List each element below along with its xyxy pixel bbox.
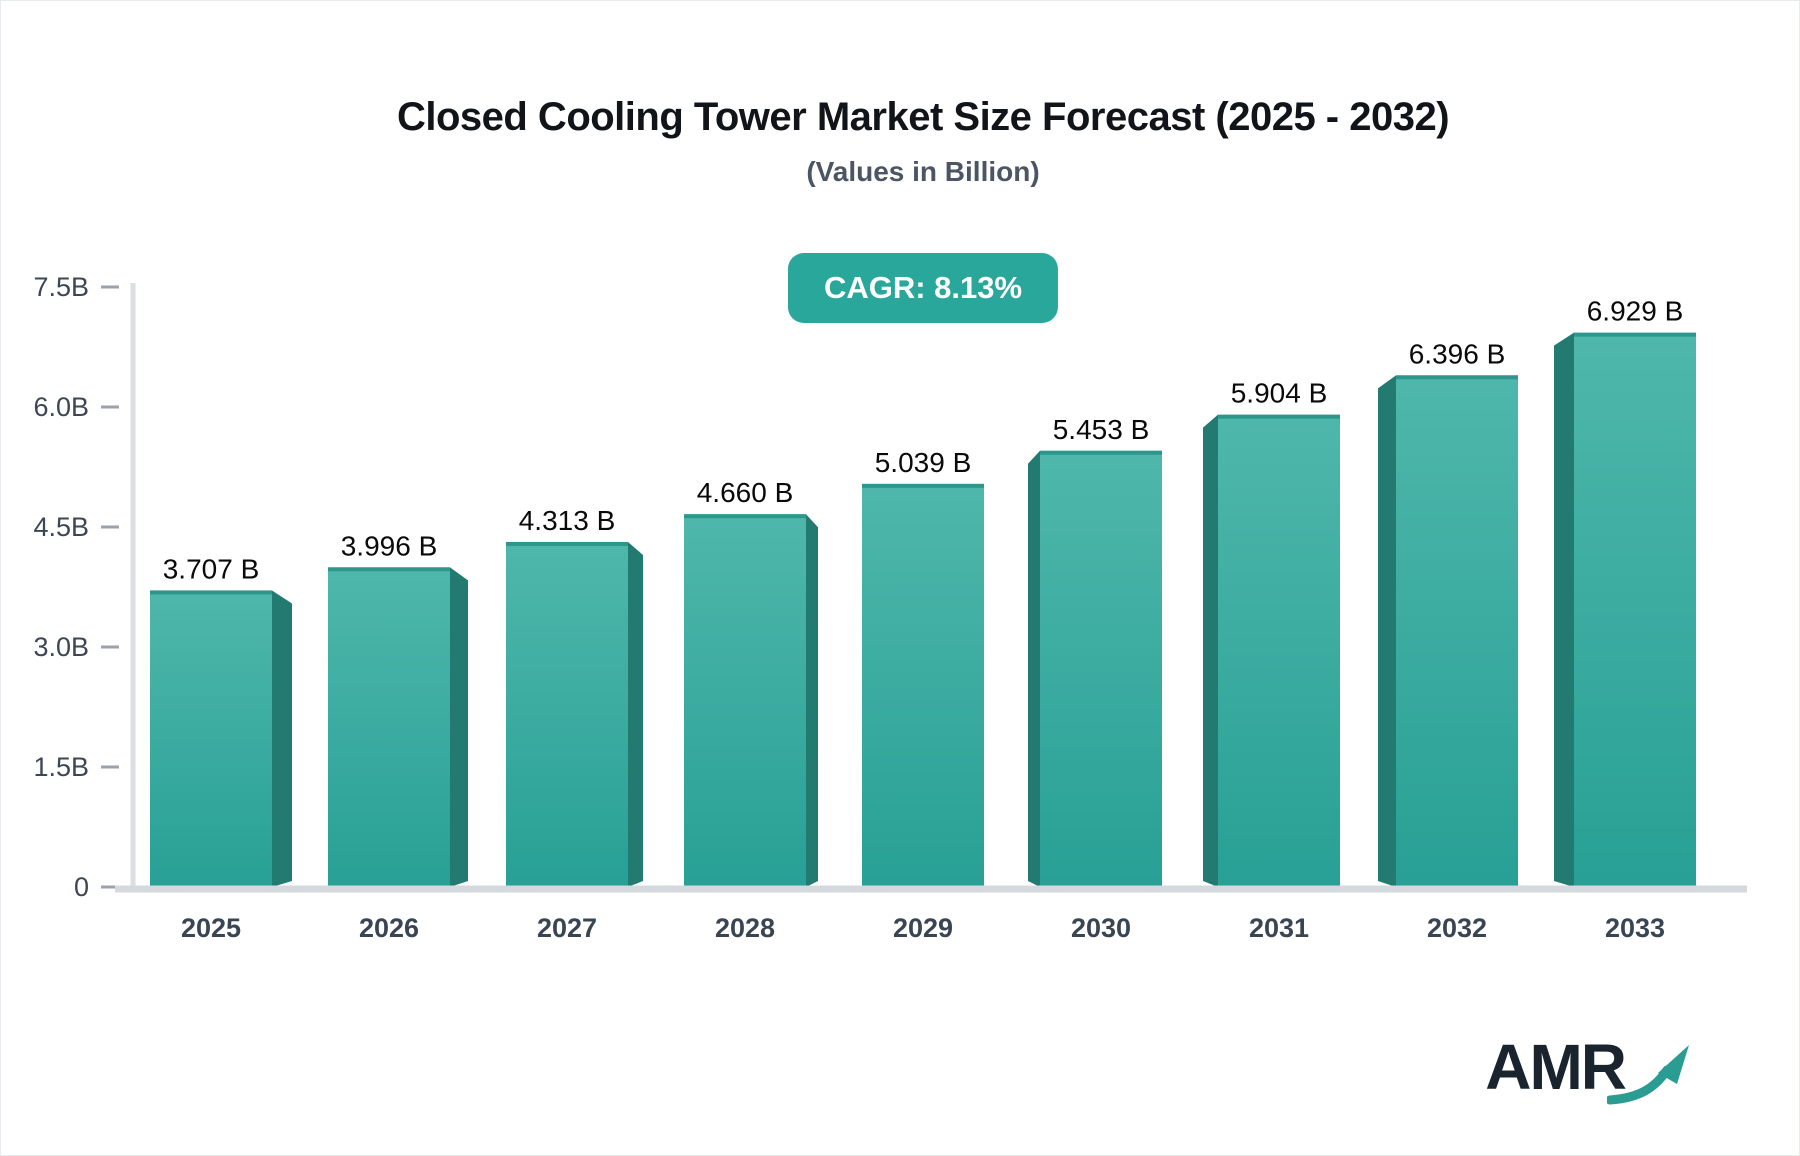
bar-top-edge xyxy=(684,514,806,519)
y-axis-tick-label: 6.0B xyxy=(33,392,89,422)
growth-arrow-icon xyxy=(1607,1045,1689,1105)
bar-2027 xyxy=(506,541,628,887)
bar-value-label: 3.996 B xyxy=(341,530,438,561)
page-title: Closed Cooling Tower Market Size Forecas… xyxy=(396,95,1450,139)
y-axis-tick-label: 1.5B xyxy=(33,752,89,782)
bar-side-face xyxy=(1554,332,1574,887)
bar-value-label: 6.929 B xyxy=(1587,296,1684,327)
bar-value-label: 5.904 B xyxy=(1231,378,1328,409)
bar-side-face xyxy=(1028,450,1040,887)
bar-top-edge xyxy=(1040,450,1162,455)
x-axis-label: 2031 xyxy=(1249,913,1309,943)
y-axis-tick-label: 4.5B xyxy=(33,512,89,542)
bar-2028 xyxy=(684,514,806,887)
y-axis-tick-label: 0 xyxy=(74,872,89,902)
bar-2033 xyxy=(1574,332,1696,887)
bar-value-label: 5.453 B xyxy=(1053,414,1150,445)
x-axis-label: 2025 xyxy=(181,913,241,943)
y-axis-tick-label: 3.0B xyxy=(33,632,89,662)
bar-top-edge xyxy=(150,590,272,595)
bar-top-edge xyxy=(506,541,628,546)
y-axis-tick-label: 7.5B xyxy=(33,272,89,302)
bar-value-label: 5.039 B xyxy=(875,447,972,478)
bar-value-label: 4.660 B xyxy=(697,477,794,508)
bar-value-label: 4.313 B xyxy=(519,505,616,536)
bar-2030 xyxy=(1040,450,1162,887)
amr-logo: AMR xyxy=(1485,1027,1703,1107)
chart-header: Closed Cooling Tower Market Size Forecas… xyxy=(45,1,1799,188)
cagr-badge: CAGR: 8.13% xyxy=(787,253,1059,323)
bar-top-edge xyxy=(1396,375,1518,380)
bar-side-face xyxy=(1378,375,1396,887)
bar-2025 xyxy=(150,590,272,887)
bar-2026 xyxy=(328,567,450,887)
bar-2029 xyxy=(862,483,984,887)
bar-side-face xyxy=(628,541,643,887)
bar-2031 xyxy=(1218,414,1340,887)
bar-top-edge xyxy=(1218,414,1340,419)
bar-value-label: 6.396 B xyxy=(1409,338,1506,369)
x-axis-label: 2027 xyxy=(537,913,597,943)
page-subtitle: (Values in Billion) xyxy=(806,156,1040,187)
x-axis-label: 2032 xyxy=(1427,913,1487,943)
amr-logo-text: AMR xyxy=(1485,1031,1627,1103)
bar-2032 xyxy=(1396,375,1518,887)
bar-value-label: 3.707 B xyxy=(163,553,260,584)
bar-top-edge xyxy=(328,567,450,572)
bar-side-face xyxy=(806,514,818,887)
x-axis-label: 2030 xyxy=(1071,913,1131,943)
bar-side-face xyxy=(272,590,292,887)
x-axis-label: 2026 xyxy=(359,913,419,943)
x-axis-label: 2028 xyxy=(715,913,775,943)
cagr-badge-label: CAGR: 8.13% xyxy=(823,270,1023,305)
x-axis-label: 2029 xyxy=(893,913,953,943)
bar-top-edge xyxy=(1574,332,1696,337)
bar-side-face xyxy=(1203,414,1218,887)
bar-top-edge xyxy=(862,483,984,488)
bar-side-face xyxy=(450,567,468,887)
plot-area: 0 1.5B 3.0B 4.5B 6.0B 7.5B 3.707 B 2025 3.996 B 2… xyxy=(33,272,1747,943)
x-axis-label: 2033 xyxy=(1605,913,1665,943)
